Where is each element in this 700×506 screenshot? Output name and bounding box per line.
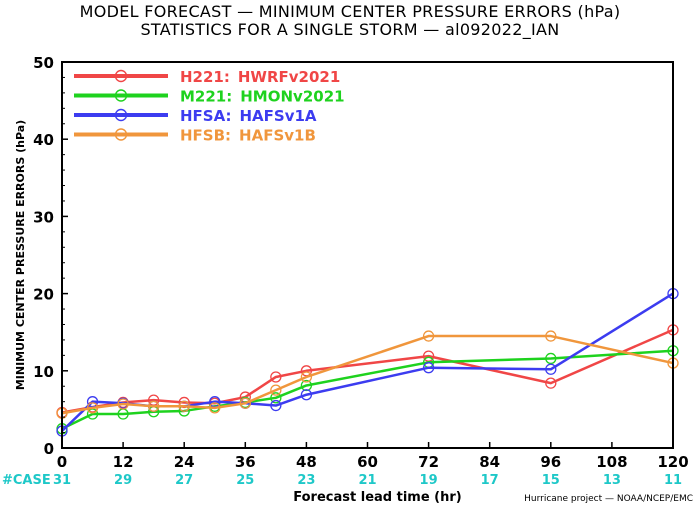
x-tick-label: 48 bbox=[296, 453, 317, 471]
case-count: 31 bbox=[53, 473, 71, 488]
legend-label: H221: HWRFv2021 bbox=[180, 68, 340, 86]
x-tick-label: 108 bbox=[596, 453, 627, 471]
plot-frame bbox=[61, 61, 674, 449]
x-tick-label: 84 bbox=[479, 453, 500, 471]
data-point bbox=[422, 362, 435, 374]
x-tick-label: 96 bbox=[540, 453, 561, 471]
data-point bbox=[147, 400, 160, 412]
data-point bbox=[300, 371, 313, 383]
x-axis-label: Forecast lead time (hr) bbox=[293, 490, 461, 505]
chart-title: MODEL FORECAST — MINIMUM CENTER PRESSURE… bbox=[79, 2, 621, 21]
legend-label: HFSB: HAFSv1B bbox=[180, 127, 316, 145]
x-tick-label: 24 bbox=[174, 453, 195, 471]
legend-marker bbox=[114, 69, 128, 83]
case-count: 15 bbox=[542, 473, 560, 488]
y-tick-label: 40 bbox=[33, 131, 54, 149]
y-tick-label: 30 bbox=[33, 208, 54, 226]
case-count: 21 bbox=[358, 473, 376, 488]
data-point bbox=[270, 399, 282, 412]
data-point bbox=[545, 363, 557, 375]
y-axis-label: MINIMUM CENTER PRESSURE ERRORS (hPa) bbox=[14, 120, 27, 390]
data-point bbox=[270, 384, 282, 396]
x-tick-label: 72 bbox=[418, 453, 439, 471]
data-point bbox=[545, 352, 557, 365]
data-point bbox=[178, 400, 190, 412]
tick-layer: 0 12 24 36 48 60 72 84 96 108 120 0 10 20 30 40 50 31 29 27… bbox=[33, 54, 689, 488]
data-point bbox=[86, 402, 99, 414]
legend-label: M221: HMONv2021 bbox=[180, 88, 345, 106]
case-count: 29 bbox=[114, 473, 132, 488]
legend-marker bbox=[114, 89, 128, 102]
data-point bbox=[270, 392, 282, 404]
data-point bbox=[117, 398, 129, 410]
data-point bbox=[422, 330, 435, 342]
data-point bbox=[300, 389, 313, 401]
case-count: 19 bbox=[420, 473, 438, 488]
series-HMONv2021 bbox=[56, 345, 679, 435]
y-tick-label: 50 bbox=[33, 54, 54, 72]
data-point bbox=[209, 402, 221, 414]
x-tick-label: 12 bbox=[113, 453, 134, 471]
credit-text: Hurricane project — NOAA/NCEP/EMC bbox=[524, 494, 693, 504]
data-point bbox=[545, 377, 557, 389]
data-point bbox=[239, 397, 251, 409]
case-count: 11 bbox=[664, 473, 682, 488]
x-tick-label: 60 bbox=[357, 453, 378, 471]
case-count: 27 bbox=[175, 473, 193, 488]
chart-subtitle: STATISTICS FOR A SINGLE STORM — al092022… bbox=[140, 20, 560, 39]
legend-marker bbox=[114, 108, 128, 122]
case-count-label: #CASE bbox=[2, 473, 51, 488]
case-count: 17 bbox=[481, 473, 499, 488]
case-count: 23 bbox=[297, 473, 315, 488]
series-layer bbox=[56, 287, 679, 437]
y-tick-label: 10 bbox=[33, 363, 54, 381]
case-count: 25 bbox=[236, 473, 254, 488]
x-tick-label: 0 bbox=[57, 453, 67, 471]
data-point bbox=[545, 330, 557, 342]
x-tick-label: 36 bbox=[235, 453, 256, 471]
data-point bbox=[300, 379, 313, 392]
data-point bbox=[270, 371, 282, 383]
y-tick-label: 20 bbox=[33, 286, 54, 304]
legend-marker bbox=[114, 128, 128, 141]
x-tick-label: 120 bbox=[657, 453, 688, 471]
case-count: 13 bbox=[603, 473, 621, 488]
legend-label: HFSA: HAFSv1A bbox=[180, 107, 317, 125]
y-tick-label: 0 bbox=[44, 440, 54, 458]
